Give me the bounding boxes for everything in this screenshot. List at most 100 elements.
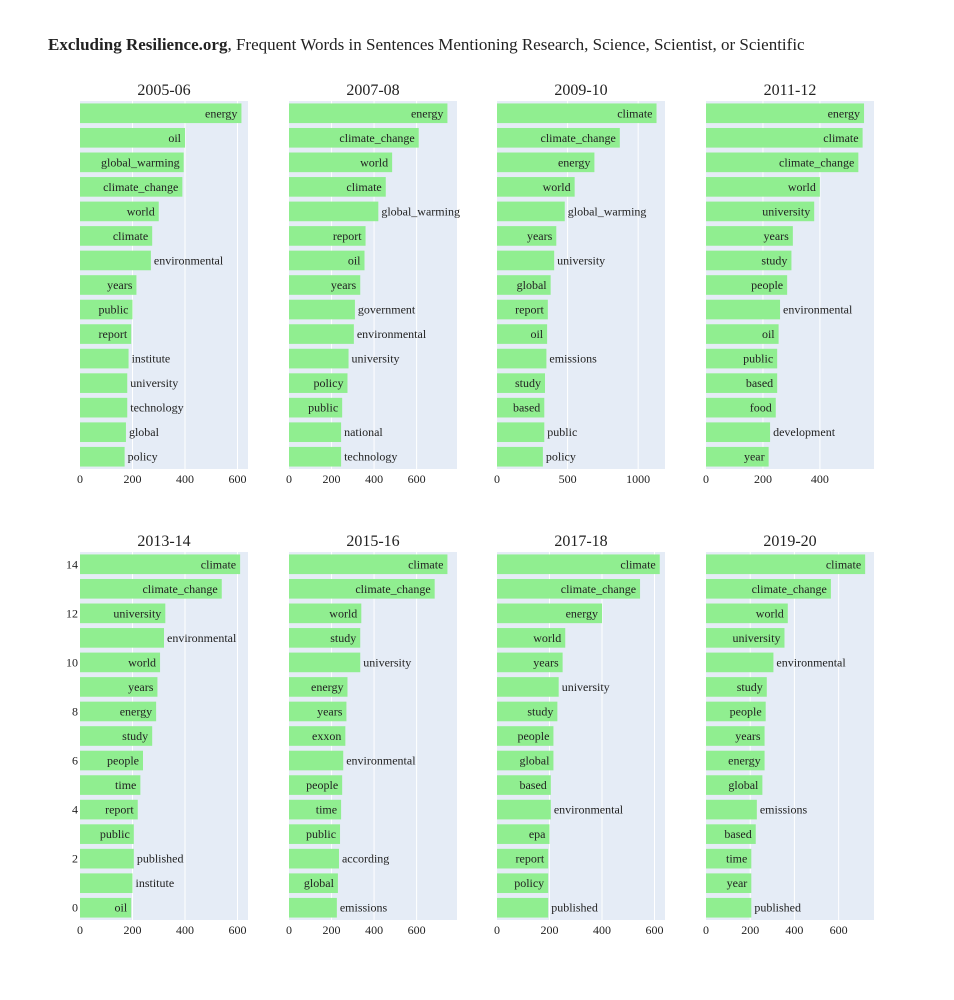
bar [80,726,153,746]
bar [289,324,354,344]
bar [80,554,241,575]
bar-label: based [724,827,751,841]
bar-label: global_warming [381,204,460,218]
bar [497,397,545,418]
bar-label: world [533,631,561,645]
bar-label: years [764,229,790,243]
bar [80,103,242,124]
bar-label: institute [136,876,175,890]
subplot-panels: 0 200 400 600 2005-06 energy oil global_warming… [66,82,874,937]
bar-label: oil [348,253,361,267]
bar-label: study [515,376,541,390]
bar-label: energy [828,106,860,120]
bar-label: university [732,631,780,645]
subplot-2017-18: 0 200 400 600 2017-18 climate climate_changeen… [494,533,665,937]
bar-label: climate [617,106,652,120]
bar-label: time [115,778,136,792]
bar [289,275,361,295]
bar [80,677,158,697]
bar [706,373,778,393]
bar-label: food [750,401,772,415]
bar [706,127,863,148]
x-tick-label: 0 [77,923,83,937]
bar-label: environmental [154,253,224,267]
bar-label: published [551,901,598,915]
x-tick-label: 400 [785,923,803,937]
bar-label: policy [546,450,576,464]
bar-label: global [517,278,548,292]
bar [289,226,366,246]
x-tick-label: 200 [323,923,341,937]
bar-label: policy [128,450,158,464]
bar [80,750,143,771]
bar [706,177,820,197]
bar-label: climate [826,557,861,571]
x-tick-label: 0 [494,923,500,937]
bar [497,824,550,844]
bar [497,201,565,222]
bar [706,201,815,222]
bar [706,701,766,722]
x-tick-label: 200 [754,472,772,486]
subplot-title: 2017-18 [554,533,607,550]
x-tick-label: 0 [703,472,709,486]
y-tick-label: 12 [66,606,78,620]
subplot-title: 2013-14 [137,533,190,550]
bar-label: university [363,655,411,669]
x-tick-label: 0 [703,923,709,937]
bar-label: world [127,204,155,218]
bar [80,652,161,673]
bar [289,177,386,197]
bar [706,897,752,918]
bar [706,873,752,894]
bar [80,824,134,844]
bar [289,578,435,599]
bar-label: energy [728,754,760,768]
bar [706,578,831,599]
bar [289,127,419,148]
bar [80,152,184,173]
bar-label: based [746,376,773,390]
x-tick-label: 600 [229,923,247,937]
bar [706,554,866,575]
x-tick-label: 0 [494,472,500,486]
bar-label: years [317,704,343,718]
subplot-2013-14: 0 200 400 600 2013-14 climate climate_changeun… [66,533,248,937]
bar [289,348,349,369]
x-tick-label: 0 [77,472,83,486]
x-tick-label: 600 [408,923,426,937]
bar-label: climate [346,180,381,194]
bar [706,299,781,320]
bar [497,799,551,820]
bar [706,152,859,173]
bar [289,201,379,222]
bar-label: study [737,680,763,694]
bar [289,152,393,173]
bar-label: emissions [549,352,597,366]
bar [497,275,551,295]
bar-label: emissions [340,901,388,915]
bar [289,373,348,393]
bar [706,775,763,795]
y-tick-label: 14 [66,557,78,571]
bar-label: years [735,729,761,743]
bar-label: energy [558,155,590,169]
bar-label: university [352,352,400,366]
bar-label: global [129,425,160,439]
bar [289,446,342,467]
bar-label: based [513,401,540,415]
bar-label: time [316,803,337,817]
bar-label: people [730,704,762,718]
bar-label: policy [313,376,343,390]
bar [497,701,558,722]
bar [706,848,752,869]
bar [289,250,365,271]
bar [80,848,134,869]
bar-label: years [331,278,357,292]
bar [706,275,788,295]
bar-label: national [344,425,383,439]
subplot-title: 2005-06 [137,82,190,99]
bar-label: based [519,778,546,792]
bar [706,250,792,271]
bar [289,750,344,771]
